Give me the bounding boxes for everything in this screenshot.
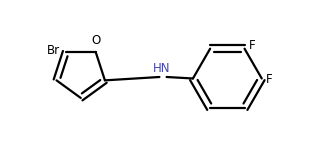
Text: HN: HN: [153, 62, 170, 75]
Text: F: F: [266, 74, 273, 86]
Text: Br: Br: [47, 44, 60, 57]
Text: F: F: [249, 39, 255, 52]
Text: O: O: [91, 34, 100, 46]
